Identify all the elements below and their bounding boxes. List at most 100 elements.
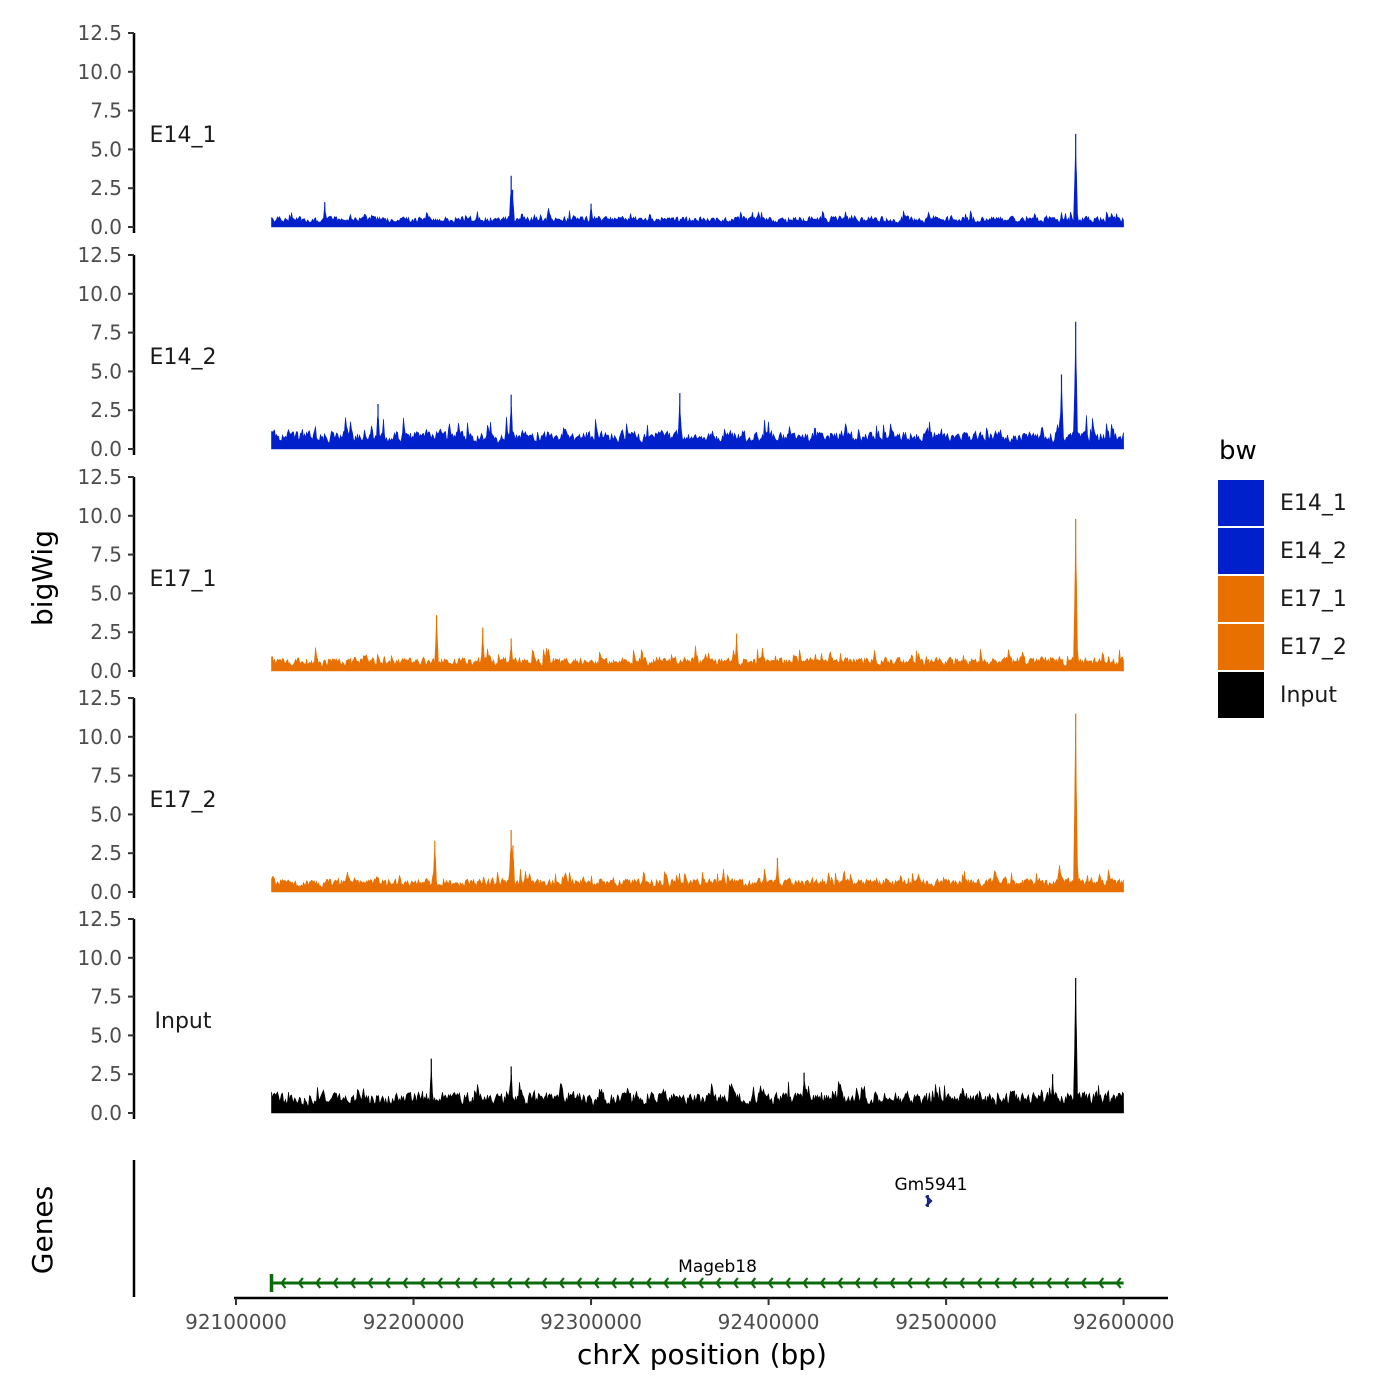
strand-arrow — [906, 1277, 913, 1289]
legend-label-E14_2: E14_2 — [1280, 539, 1347, 564]
signal-area-E14_2 — [271, 346, 1124, 450]
legend-swatch-E17_2 — [1218, 624, 1264, 670]
y-tick-label: 5.0 — [90, 137, 122, 161]
track-name-E17_1: E17_1 — [150, 567, 217, 592]
gene-Gm5941: Gm5941 — [895, 1175, 968, 1207]
y-tick-label: 5.0 — [90, 581, 122, 605]
strand-arrow — [575, 1277, 583, 1289]
y-tick-label: 10.0 — [77, 504, 122, 528]
strand-arrow — [523, 1277, 530, 1289]
strand-arrow — [506, 1277, 513, 1289]
y-tick-label: 5.0 — [90, 1023, 122, 1047]
x-tick-label: 92600000 — [1073, 1310, 1175, 1334]
strand-arrow — [297, 1277, 304, 1289]
strand-arrow — [784, 1277, 791, 1289]
strand-arrow — [941, 1277, 948, 1289]
gene-Mageb18: Mageb18 — [269, 1257, 1124, 1292]
x-tick-label: 92200000 — [363, 1310, 465, 1334]
y-tick-label: 7.5 — [90, 764, 122, 788]
strand-arrow — [471, 1277, 478, 1289]
strand-arrow — [662, 1277, 670, 1289]
y-tick-label: 10.0 — [77, 946, 122, 970]
y-tick-label: 12.5 — [77, 465, 122, 489]
track-E14_2: 0.0 2.5 5.0 7.5 10.0 12.5 E14_2 — [77, 243, 1124, 461]
legend-swatch-E14_2 — [1218, 528, 1264, 574]
x-axis-title: chrX position (bp) — [577, 1338, 827, 1371]
y-axis-title: bigWig — [26, 530, 59, 626]
legend-swatch-E17_1 — [1218, 576, 1264, 622]
strand-arrow — [854, 1277, 861, 1289]
strand-arrow — [645, 1277, 652, 1289]
legend-label-E17_1: E17_1 — [1280, 587, 1347, 612]
track-name-Input: Input — [155, 1009, 212, 1034]
strand-arrow — [923, 1277, 931, 1289]
strand-arrow — [541, 1277, 548, 1289]
strand-arrow — [384, 1277, 391, 1289]
strand-arrow — [925, 1195, 933, 1207]
track-name-E17_2: E17_2 — [150, 788, 217, 813]
x-tick-label: 92300000 — [540, 1310, 642, 1334]
strand-arrow — [349, 1277, 356, 1289]
strand-arrow — [871, 1277, 878, 1289]
y-tick-label: 2.5 — [90, 398, 122, 422]
signal-area-E14_1 — [271, 150, 1124, 228]
y-tick-label: 12.5 — [77, 686, 122, 710]
strand-arrow — [401, 1277, 409, 1289]
signal-tracks: 0.0 2.5 5.0 7.5 10.0 12.5 E14_1 0.0 2.5 5.0 7.5 10.… — [77, 21, 1124, 1125]
strand-arrow — [419, 1277, 426, 1289]
strand-arrow — [732, 1277, 739, 1289]
y-tick-label: 2.5 — [90, 176, 122, 200]
strand-arrow — [610, 1277, 617, 1289]
genes-axis-title: Genes — [26, 1186, 59, 1274]
legend-swatch-Input — [1218, 672, 1264, 718]
track-Input: 0.0 2.5 5.0 7.5 10.0 12.5 Input — [77, 907, 1124, 1125]
y-tick-label: 7.5 — [90, 99, 122, 123]
y-tick-label: 0.0 — [90, 437, 122, 461]
strand-arrow — [1080, 1277, 1087, 1289]
strand-arrow — [749, 1277, 757, 1289]
gene-label: Gm5941 — [895, 1175, 968, 1195]
strand-arrow — [697, 1277, 704, 1289]
strand-arrow — [488, 1277, 496, 1289]
y-tick-label: 0.0 — [90, 1101, 122, 1125]
x-tick-label: 92400000 — [718, 1310, 820, 1334]
x-axis: 92100000 92200000 92300000 92400000 92500000… — [185, 1296, 1175, 1334]
strand-arrow — [1028, 1277, 1035, 1289]
strand-arrow — [1063, 1277, 1070, 1289]
x-tick-label: 92500000 — [895, 1310, 997, 1334]
legend-label-E17_2: E17_2 — [1280, 635, 1347, 660]
strand-arrow — [680, 1277, 687, 1289]
strand-arrow — [1097, 1277, 1105, 1289]
signal-area-E17_2 — [271, 730, 1124, 893]
strand-arrow — [993, 1277, 1000, 1289]
track-name-E14_1: E14_1 — [150, 123, 217, 148]
strand-arrow — [802, 1277, 809, 1289]
x-tick-label: 92100000 — [185, 1310, 287, 1334]
legend-label-E14_1: E14_1 — [1280, 491, 1347, 516]
strand-arrow — [367, 1277, 374, 1289]
y-tick-label: 2.5 — [90, 620, 122, 644]
legend-label-Input: Input — [1280, 683, 1337, 708]
gene-annotation-panel: Gm5941 Mageb18 — [132, 1160, 1124, 1297]
strand-arrow — [280, 1277, 287, 1289]
track-E14_1: 0.0 2.5 5.0 7.5 10.0 12.5 E14_1 — [77, 21, 1124, 239]
legend: bw E14_1 E14_2 E17_1 E17_2 Input — [1218, 436, 1347, 718]
legend-swatch-E14_1 — [1218, 480, 1264, 526]
y-tick-label: 5.0 — [90, 359, 122, 383]
strand-arrow — [889, 1277, 896, 1289]
strand-arrow — [1010, 1277, 1018, 1289]
strand-arrow — [436, 1277, 443, 1289]
strand-arrow — [976, 1277, 983, 1289]
strand-arrow — [454, 1277, 461, 1289]
track-E17_1: 0.0 2.5 5.0 7.5 10.0 12.5 E17_1 — [77, 465, 1124, 683]
strand-arrow — [836, 1277, 844, 1289]
strand-arrow — [767, 1277, 774, 1289]
strand-arrow — [958, 1277, 965, 1289]
strand-arrow — [1045, 1277, 1052, 1289]
track-E17_2: 0.0 2.5 5.0 7.5 10.0 12.5 E17_2 — [77, 686, 1124, 904]
y-tick-label: 7.5 — [90, 321, 122, 345]
strand-arrow — [314, 1277, 322, 1289]
strand-arrow — [593, 1277, 600, 1289]
y-tick-label: 2.5 — [90, 1062, 122, 1086]
